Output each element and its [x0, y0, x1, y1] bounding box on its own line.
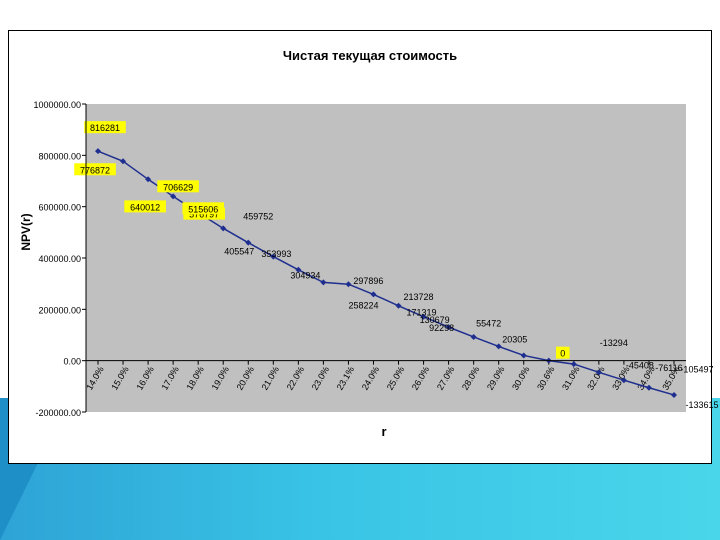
data-point [570, 361, 577, 368]
data-label: 213728 [403, 292, 433, 302]
y-tick-label: 800000.00 [38, 151, 81, 161]
data-point [620, 377, 627, 384]
y-tick-label: 600000.00 [38, 203, 81, 213]
data-label: 55472 [476, 318, 501, 328]
data-point [645, 384, 652, 391]
data-label: 776872 [80, 165, 110, 175]
y-tick-label: 0.00 [63, 357, 81, 367]
data-point [445, 324, 452, 331]
data-label: 459752 [243, 212, 273, 222]
data-point [345, 281, 352, 288]
chart-title: Чистая текущая стоимость [283, 48, 457, 63]
data-point [220, 225, 227, 232]
data-label-box [555, 346, 570, 359]
data-point [145, 176, 152, 183]
data-point [295, 266, 302, 273]
data-label: -13294 [600, 338, 628, 348]
data-label: -105497 [680, 365, 713, 375]
data-label: -133615 [685, 400, 718, 410]
data-point [245, 239, 252, 246]
data-point [395, 302, 402, 309]
data-point [370, 291, 377, 298]
data-point [495, 343, 502, 350]
data-point [520, 352, 527, 359]
data-label: 20305 [502, 334, 527, 344]
data-label-box [124, 200, 166, 213]
data-points [95, 148, 677, 398]
data-label: 130679 [420, 315, 450, 325]
data-point [95, 148, 101, 155]
data-point [595, 369, 602, 376]
data-label: 304934 [290, 270, 320, 280]
data-label: 297896 [353, 276, 383, 286]
y-tick-label: 400000.00 [38, 254, 81, 264]
data-label-box [157, 180, 199, 193]
data-label-box [74, 163, 116, 176]
x-axis-label: r [381, 424, 386, 439]
data-label: 515606 [188, 204, 218, 214]
data-label-box [182, 202, 225, 215]
data-point [420, 313, 427, 320]
data-label: 353993 [261, 249, 291, 259]
y-axis-ticks: 1000000.00 800000.00 600000.00 400000.00 200… [33, 100, 86, 418]
data-label: 0 [560, 349, 565, 359]
y-tick-label: 1000000.00 [33, 100, 81, 110]
data-label: 258224 [348, 300, 378, 310]
data-point [470, 333, 477, 340]
data-label: 405547 [224, 247, 254, 257]
plot-area [86, 104, 686, 412]
data-label: 171319 [407, 308, 437, 318]
data-label: 706629 [163, 182, 193, 192]
data-point [170, 193, 177, 200]
data-point [120, 158, 127, 165]
data-point [270, 253, 277, 260]
data-point [671, 391, 677, 398]
data-label: 816281 [90, 123, 120, 133]
data-label-box [84, 121, 126, 134]
data-label: -45408 [626, 360, 654, 370]
y-axis-label: NPV(r) [19, 213, 33, 250]
data-point [320, 279, 327, 286]
data-label: 576797 [189, 210, 219, 220]
data-label: -76116 [655, 363, 682, 373]
data-label: 92298 [429, 323, 454, 333]
y-tick-label: -200000.00 [35, 408, 81, 418]
data-label: 640012 [130, 202, 160, 212]
y-tick-label: 200000.00 [38, 305, 81, 315]
